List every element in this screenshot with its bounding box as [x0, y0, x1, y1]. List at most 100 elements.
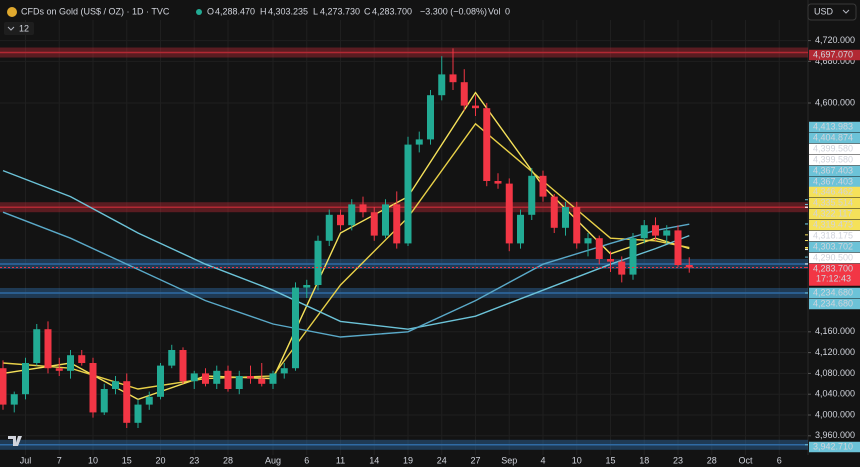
price-label: 3,942.710: [813, 441, 853, 451]
price-label: 4,290.500: [813, 252, 853, 262]
candle-body: [517, 214, 524, 244]
x-tick-label: 24: [437, 455, 447, 465]
candle-body: [168, 350, 176, 366]
x-tick-label: 19: [403, 455, 413, 465]
price-label: 4,367.403: [813, 176, 853, 186]
high-value: 4,303.235: [268, 6, 308, 16]
low-label: L: [313, 6, 318, 16]
y-tick-label: 4,160.000: [815, 326, 855, 336]
volume-value: 0: [505, 6, 510, 16]
price-label-bg: [809, 154, 860, 166]
price-label: 4,346.462: [813, 186, 853, 196]
candle-body: [280, 368, 288, 374]
x-tick-label: 23: [673, 455, 683, 465]
candle-body: [100, 389, 108, 413]
y-tick-label: 4,040.000: [815, 389, 855, 399]
candle-body: [89, 363, 97, 413]
candle-body: [483, 108, 491, 181]
candle-body: [618, 261, 626, 275]
close-label: C: [364, 6, 371, 16]
price-label-bg: [809, 208, 860, 220]
price-label-bg: [809, 49, 860, 61]
price-label: 4,234.680: [813, 287, 853, 297]
price-label-bg: [809, 230, 860, 242]
price-label: 4,318.175: [813, 230, 853, 240]
candle-body: [472, 105, 479, 109]
legend-header: CFDs on Gold (US$ / OZ) · 1D · TVC O 4,2…: [4, 3, 857, 35]
countdown: 17:12:43: [816, 273, 851, 283]
x-tick-label: 15: [605, 455, 615, 465]
y-tick-label: 4,120.000: [815, 347, 855, 357]
candle-body: [269, 373, 277, 384]
candle-body: [427, 95, 434, 140]
candle-body: [33, 329, 41, 364]
candle-body: [202, 373, 209, 384]
candle-body: [393, 204, 401, 244]
x-tick-label: 18: [639, 455, 649, 465]
candle-body: [22, 363, 29, 395]
price-label: 4,319.473: [813, 219, 853, 229]
price-label: 4,303.702: [813, 241, 853, 251]
price-label-bg: [809, 241, 860, 253]
y-tick-label: 3,960.000: [815, 430, 855, 440]
price-label-bg: [809, 298, 860, 310]
price-label: 4,367.403: [813, 165, 853, 175]
x-tick-label: Oct: [738, 455, 753, 465]
candle-body: [640, 225, 648, 239]
candle-body: [663, 230, 671, 236]
price-label: 4,413.983: [813, 121, 853, 131]
price-label: 4,697.070: [813, 49, 853, 59]
candle-body: [685, 264, 693, 268]
candle-body: [607, 259, 614, 262]
candle-body: [562, 207, 569, 228]
candle-body: [247, 376, 254, 379]
candle-body: [224, 370, 232, 390]
x-tick-label: 27: [470, 455, 480, 465]
candle-body: [314, 240, 322, 286]
indicators-toggle[interactable]: [4, 22, 34, 35]
high-label: H: [260, 6, 267, 16]
price-label-bg: [809, 165, 860, 177]
candle-body: [325, 214, 333, 241]
x-tick-label: 14: [369, 455, 379, 465]
volume-label: Vol: [488, 6, 501, 16]
candle-body: [404, 144, 412, 244]
price-label: 4,399.580: [813, 143, 853, 153]
x-tick-label: Aug: [265, 455, 281, 465]
candle-body: [359, 204, 367, 213]
candle-body: [382, 204, 389, 236]
candle-body: [573, 207, 581, 244]
candle-body: [157, 365, 164, 397]
x-tick-label: 10: [572, 455, 582, 465]
candle-body: [348, 204, 356, 226]
candle-body: [0, 368, 7, 405]
symbol-title: CFDs on Gold (US$ / OZ) · 1D · TVC: [21, 6, 170, 16]
candle-body: [67, 355, 74, 371]
candle-body: [134, 404, 142, 423]
low-value: 4,273.730: [320, 6, 360, 16]
chevron-icon: [7, 26, 15, 31]
moving-average-line: [2, 211, 690, 338]
candle-body: [44, 329, 52, 369]
candle-body: [213, 370, 221, 384]
symbol-icon: [7, 7, 17, 17]
price-label: 4,234.680: [813, 298, 853, 308]
x-tick-label: 6: [777, 455, 782, 465]
price-label: 4,283.700: [813, 263, 853, 273]
x-tick-label: Jul: [20, 455, 32, 465]
x-tick-label: 7: [57, 455, 62, 465]
candle-body: [303, 285, 311, 288]
price-label-bg: [809, 121, 860, 133]
candle-body: [550, 196, 558, 228]
x-tick-label: 28: [223, 455, 233, 465]
candle-body: [292, 287, 299, 369]
price-label-bg: [809, 176, 860, 188]
candle-body: [460, 82, 468, 106]
candle-body: [415, 139, 423, 145]
candle-body: [449, 74, 457, 83]
currency-select[interactable]: [807, 3, 857, 21]
indicators-count: 12: [19, 23, 29, 33]
x-tick-label: 6: [304, 455, 309, 465]
